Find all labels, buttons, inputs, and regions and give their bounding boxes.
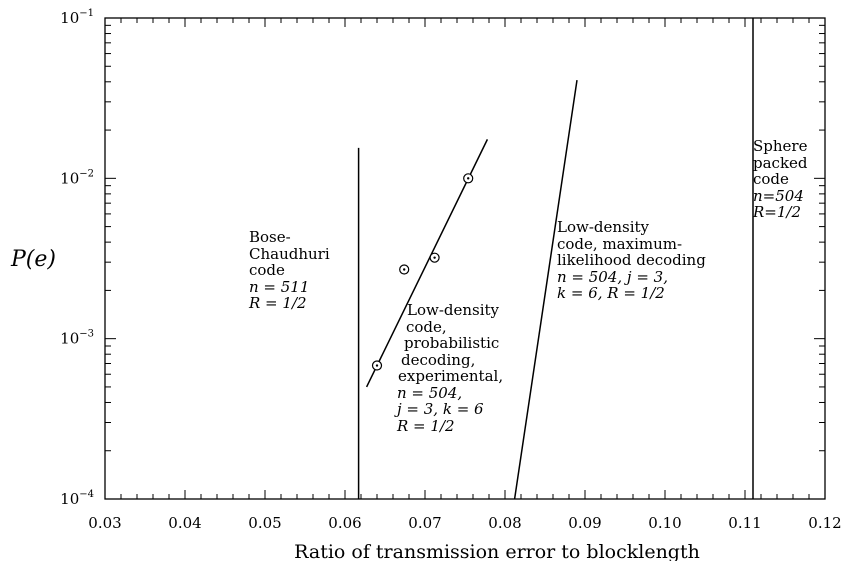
ann-line: decoding, (401, 350, 476, 369)
ann-line: n=504 (753, 186, 804, 205)
ann-line: R = 1/2 (397, 416, 455, 435)
ann-line: probabilistic (404, 334, 500, 352)
x-tick-label: 0.08 (488, 514, 521, 532)
x-tick-label: 0.10 (648, 514, 681, 532)
ann-line: Sphere (753, 137, 808, 155)
ann-line: n = 504, (397, 383, 463, 402)
y-tick-label: 10−3 (60, 329, 94, 348)
axis-ticks (104, 17, 826, 500)
ann-line: Chaudhuri (249, 244, 330, 263)
data-points (371, 173, 474, 371)
y-axis-title: P(e) (10, 247, 56, 272)
x-tick-label: 0.03 (88, 514, 121, 532)
ann-line: code (753, 170, 789, 188)
ann-line: R = 1/2 (249, 294, 307, 312)
annotation-bose-chaudhuri: Bose- Chaudhuri code n = 511 R = 1/2 (249, 229, 330, 312)
x-tick-label: 0.09 (568, 514, 601, 532)
x-tick-labels: 0.03 0.04 0.05 0.06 0.07 0.08 0.09 0.10 0.11 0.12 (88, 514, 841, 532)
annotation-sphere-packed: Sphere packed code n=504 R=1/2 (753, 138, 808, 221)
ann-line: code, (406, 317, 447, 336)
ann-line: n = 504, j = 3, (557, 267, 668, 286)
x-tick-label: 0.06 (328, 514, 361, 532)
annotation-low-density-ml: Low-density code, maximum-likelihood deco… (557, 219, 706, 302)
data-point-center (467, 177, 470, 180)
ann-line: Low-density (407, 301, 500, 319)
ann-line: k = 6, R = 1/2 (557, 284, 665, 302)
data-point-center (375, 364, 379, 367)
ann-line: packed (753, 153, 808, 172)
x-tick-label: 0.05 (248, 514, 281, 532)
ann-line: code, maximum- (557, 234, 683, 253)
y-tick-label: 10−1 (60, 8, 94, 27)
x-tick-label: 0.11 (728, 514, 761, 532)
annotation-low-density-probabilistic: Low-density code, probabilistic decoding, ex… (397, 302, 503, 434)
x-tick-label: 0.04 (168, 514, 201, 532)
data-point-center (403, 268, 406, 271)
ann-line: Bose- (249, 228, 291, 246)
x-tick-label: 0.07 (408, 514, 441, 532)
x-axis-title: Ratio of transmission error to blockleng… (294, 541, 700, 561)
ann-line: code (249, 261, 285, 279)
y-tick-label: 10−2 (60, 168, 94, 187)
ann-line: n = 511 (249, 277, 310, 296)
ann-line: likelihood decoding (557, 251, 706, 269)
series-line (513, 79, 578, 500)
ann-line: j = 3, k = 6 (397, 400, 484, 418)
data-point-center (433, 256, 436, 259)
ann-line: R=1/2 (753, 203, 802, 221)
ann-line: Low-density (557, 218, 650, 236)
y-tick-labels: 10−1 10−2 10−3 10−4 (60, 8, 94, 508)
y-tick-label: 10−4 (60, 489, 94, 508)
plot-frame (104, 17, 826, 500)
ann-line: experimental, (398, 367, 504, 385)
x-tick-label: 0.12 (808, 514, 841, 532)
